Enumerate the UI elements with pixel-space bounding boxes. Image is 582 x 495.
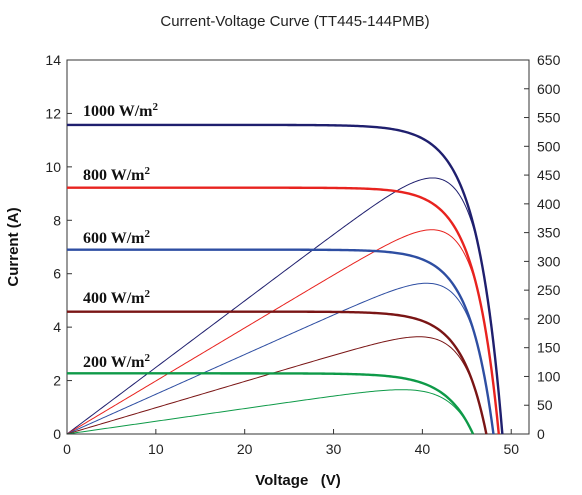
series-label-4: 200 W/m2 xyxy=(83,352,150,371)
series-label-1: 800 W/m2 xyxy=(83,165,150,184)
y2-tick-label-13: 650 xyxy=(537,52,561,68)
y2-tick-label-7: 350 xyxy=(537,225,561,241)
iv-curve-2 xyxy=(67,248,495,435)
y-tick-label-6: 12 xyxy=(45,105,61,121)
x-tick-label-5: 50 xyxy=(503,441,519,457)
x-tick-label-2: 20 xyxy=(237,441,253,457)
left-y-axis: 0 2 4 6 8 10 12 14 xyxy=(45,52,72,442)
y-tick-label-5: 10 xyxy=(45,159,61,175)
power-curve-2 xyxy=(66,282,494,435)
iv-curve-1 xyxy=(67,186,500,435)
series-label-2: 600 W/m2 xyxy=(83,228,150,247)
y-tick-label-4: 8 xyxy=(53,212,61,228)
iv-curve-3 xyxy=(67,310,488,435)
y2-tick-label-10: 500 xyxy=(537,138,561,154)
x-tick-label-0: 0 xyxy=(63,441,71,457)
x-axis: 0 10 20 30 40 50 xyxy=(63,429,519,457)
y-tick-label-7: 14 xyxy=(45,52,61,68)
y2-tick-label-6: 300 xyxy=(537,253,561,269)
power-curve-0 xyxy=(66,177,503,435)
y-tick-label-0: 0 xyxy=(53,426,61,442)
y2-tick-label-3: 150 xyxy=(537,340,561,356)
series-label-3: 400 W/m2 xyxy=(83,288,150,307)
y2-tick-label-8: 400 xyxy=(537,196,561,212)
curves-layer xyxy=(66,123,504,435)
x-tick-label-3: 30 xyxy=(326,441,342,457)
y2-tick-label-11: 550 xyxy=(537,110,561,126)
y-tick-label-1: 2 xyxy=(53,373,61,389)
y-tick-label-2: 4 xyxy=(53,319,61,335)
power-curve-3 xyxy=(66,336,487,435)
x-tick-label-4: 40 xyxy=(415,441,431,457)
y2-tick-label-0: 0 xyxy=(537,426,545,442)
iv-curve-4 xyxy=(67,372,475,435)
series-labels: 1000 W/m2 800 W/m2 600 W/m2 400 W/m2 200 W/m… xyxy=(83,101,158,371)
y-tick-label-3: 6 xyxy=(53,266,61,282)
x-axis-label: Voltage (V) xyxy=(255,472,341,489)
series-label-0: 1000 W/m2 xyxy=(83,101,158,120)
y2-tick-label-1: 50 xyxy=(537,397,553,413)
plot-frame xyxy=(66,59,530,435)
right-y-axis: 0 50 100 150 200 250 300 350 400 450 500 550 600 650 xyxy=(524,52,561,442)
y2-tick-label-12: 600 xyxy=(537,81,561,97)
x-tick-label-1: 10 xyxy=(148,441,164,457)
power-curve-4 xyxy=(66,389,474,435)
y2-tick-label-9: 450 xyxy=(537,167,561,183)
iv-curve-0 xyxy=(67,123,504,435)
y2-tick-label-2: 100 xyxy=(537,368,561,384)
power-curve-1 xyxy=(66,229,500,435)
y2-tick-label-4: 200 xyxy=(537,311,561,327)
y-axis-label: Current (A) xyxy=(5,207,22,286)
chart-title: Current-Voltage Curve (TT445-144PMB) xyxy=(160,13,429,30)
y2-tick-label-5: 250 xyxy=(537,282,561,298)
